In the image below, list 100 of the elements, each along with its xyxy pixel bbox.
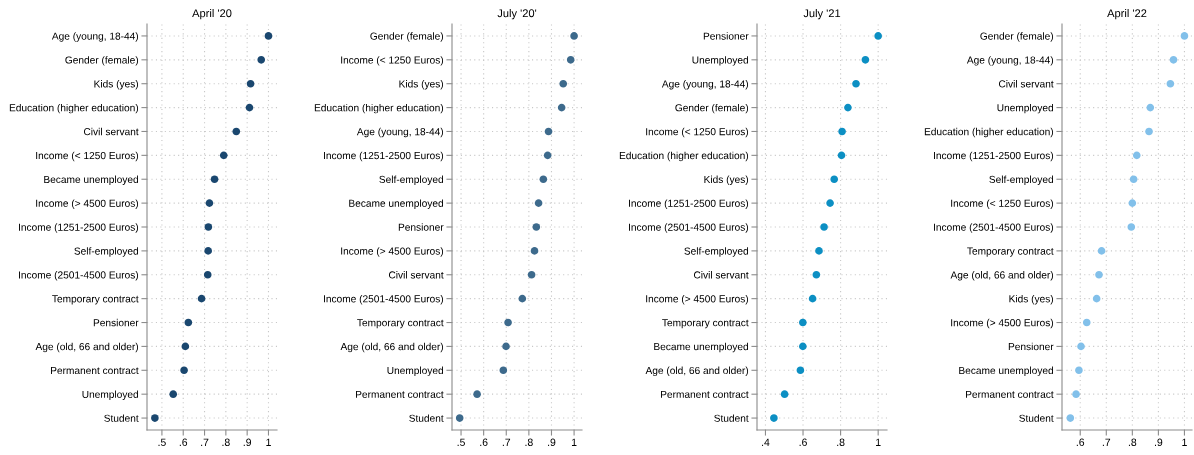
- y-tick-label: Permanent contract: [51, 366, 139, 375]
- point: [204, 247, 212, 255]
- point: [844, 103, 852, 112]
- y-tick-label: Education (higher education): [619, 151, 749, 162]
- y-tick-label: Permanent contract: [356, 390, 444, 398]
- point: [808, 294, 817, 303]
- y-tick-label: Civil servant: [693, 271, 749, 279]
- y-tick-label: Kids (yes): [704, 175, 749, 186]
- x-tick-label: 1: [571, 438, 577, 446]
- y-tick-label: Age (old, 66 and older): [340, 342, 444, 353]
- y-tick-label: Age (young, 18-44): [51, 32, 139, 42]
- point: [184, 318, 193, 327]
- point: [455, 414, 464, 422]
- y-tick-label: Student: [1019, 414, 1054, 422]
- y-tick-label: Kids (yes): [1009, 294, 1054, 305]
- chart-title: July '20': [497, 9, 537, 20]
- point: [1166, 79, 1175, 88]
- y-tick-label: Age (young, 18-44): [661, 80, 749, 90]
- y-tick-label: Became unemployed: [44, 175, 139, 186]
- y-tick-label: Unemployed: [997, 103, 1054, 114]
- y-tick-label: Became unemployed: [959, 366, 1054, 377]
- point: [232, 127, 241, 136]
- y-tick-label: Income (> 4500 Euros): [646, 294, 749, 305]
- x-tick-label: .6: [799, 438, 807, 446]
- point: [1145, 127, 1153, 136]
- y-tick-label: Income (2501-4500 Euros): [19, 271, 139, 281]
- y-tick-label: Income (1251-2500 Euros): [324, 151, 444, 162]
- y-tick-label: Unemployed: [692, 56, 749, 66]
- x-tick-label: .6: [179, 438, 188, 446]
- chart-title: April '22: [1107, 9, 1147, 20]
- y-tick-label: Civil servant: [998, 80, 1054, 88]
- x-tick-label: .5: [158, 438, 166, 446]
- point: [1146, 103, 1155, 112]
- x-tick-label: .8: [222, 438, 230, 446]
- point: [1066, 414, 1075, 422]
- x-tick-label: .4: [762, 438, 770, 446]
- point: [1129, 175, 1138, 184]
- x-tick-label: .8: [1128, 438, 1137, 446]
- point: [151, 414, 159, 422]
- y-tick-label: Unemployed: [82, 390, 139, 400]
- x-tick-label: 1: [876, 438, 881, 446]
- y-tick-label: Became unemployed: [349, 199, 444, 209]
- x-tick-label: .5: [457, 438, 465, 446]
- y-tick-label: Civil servant: [83, 127, 139, 136]
- point: [1128, 199, 1137, 207]
- point: [1082, 318, 1091, 327]
- y-tick-label: Income (1251-2500 Euros): [629, 199, 749, 209]
- y-tick-label: Age (young, 18-44): [356, 127, 444, 138]
- point: [180, 366, 188, 375]
- y-tick-label: Income (< 1250 Euros): [646, 127, 749, 138]
- y-tick-label: Age (young, 18-44): [966, 56, 1054, 66]
- point: [838, 127, 846, 136]
- point: [799, 342, 807, 351]
- y-tick-label: Temporary contract: [662, 319, 749, 329]
- y-tick-label: Age (old, 66 and older): [645, 366, 749, 377]
- y-tick-label: Temporary contract: [357, 319, 444, 329]
- y-tick-label: Gender (female): [675, 103, 749, 114]
- point: [1077, 342, 1085, 351]
- y-tick-label: Kids (yes): [94, 80, 139, 90]
- y-tick-label: Age (old, 66 and older): [950, 271, 1054, 281]
- y-tick-label: Education (higher education): [9, 103, 139, 114]
- y-tick-label: Temporary contract: [52, 295, 139, 305]
- point: [852, 79, 860, 88]
- point: [499, 366, 508, 375]
- point: [544, 127, 553, 136]
- y-tick-label: Income (2501-4500 Euros): [324, 294, 444, 305]
- point: [1097, 247, 1106, 255]
- y-tick-label: Gender (female): [980, 32, 1054, 42]
- y-tick-label: Income (1251-2500 Euros): [19, 223, 139, 233]
- point: [1169, 56, 1178, 64]
- point: [504, 318, 512, 327]
- y-tick-label: Student: [104, 414, 139, 422]
- point: [518, 294, 527, 303]
- y-tick-label: Income (< 1250 Euros): [951, 199, 1054, 209]
- point: [264, 32, 273, 40]
- y-tick-label: Education (higher education): [924, 127, 1054, 138]
- x-tick-label: .9: [1155, 438, 1163, 446]
- point: [543, 151, 552, 160]
- point: [181, 342, 190, 351]
- point: [815, 247, 823, 255]
- point: [780, 390, 789, 398]
- x-tick-label: .7: [502, 438, 511, 446]
- x-tick-label: .8: [837, 438, 845, 446]
- y-tick-label: Pensioner: [703, 32, 749, 40]
- y-tick-label: Pensioner: [1008, 342, 1054, 351]
- point: [770, 414, 778, 422]
- y-tick-label: Income (2501-4500 Euros): [934, 223, 1054, 233]
- x-tick-label: 1: [266, 438, 271, 446]
- chart-title: April '20: [192, 9, 232, 20]
- point: [874, 32, 882, 40]
- point: [473, 390, 481, 398]
- point: [1072, 390, 1080, 398]
- point: [1095, 270, 1103, 279]
- y-tick-label: Temporary contract: [967, 247, 1054, 257]
- y-tick-label: Self-employed: [989, 175, 1054, 186]
- x-tick-label: .9: [548, 438, 556, 446]
- x-tick-label: .6: [1076, 438, 1085, 446]
- y-tick-label: Pensioner: [93, 318, 139, 327]
- point: [203, 270, 212, 279]
- point: [219, 151, 228, 160]
